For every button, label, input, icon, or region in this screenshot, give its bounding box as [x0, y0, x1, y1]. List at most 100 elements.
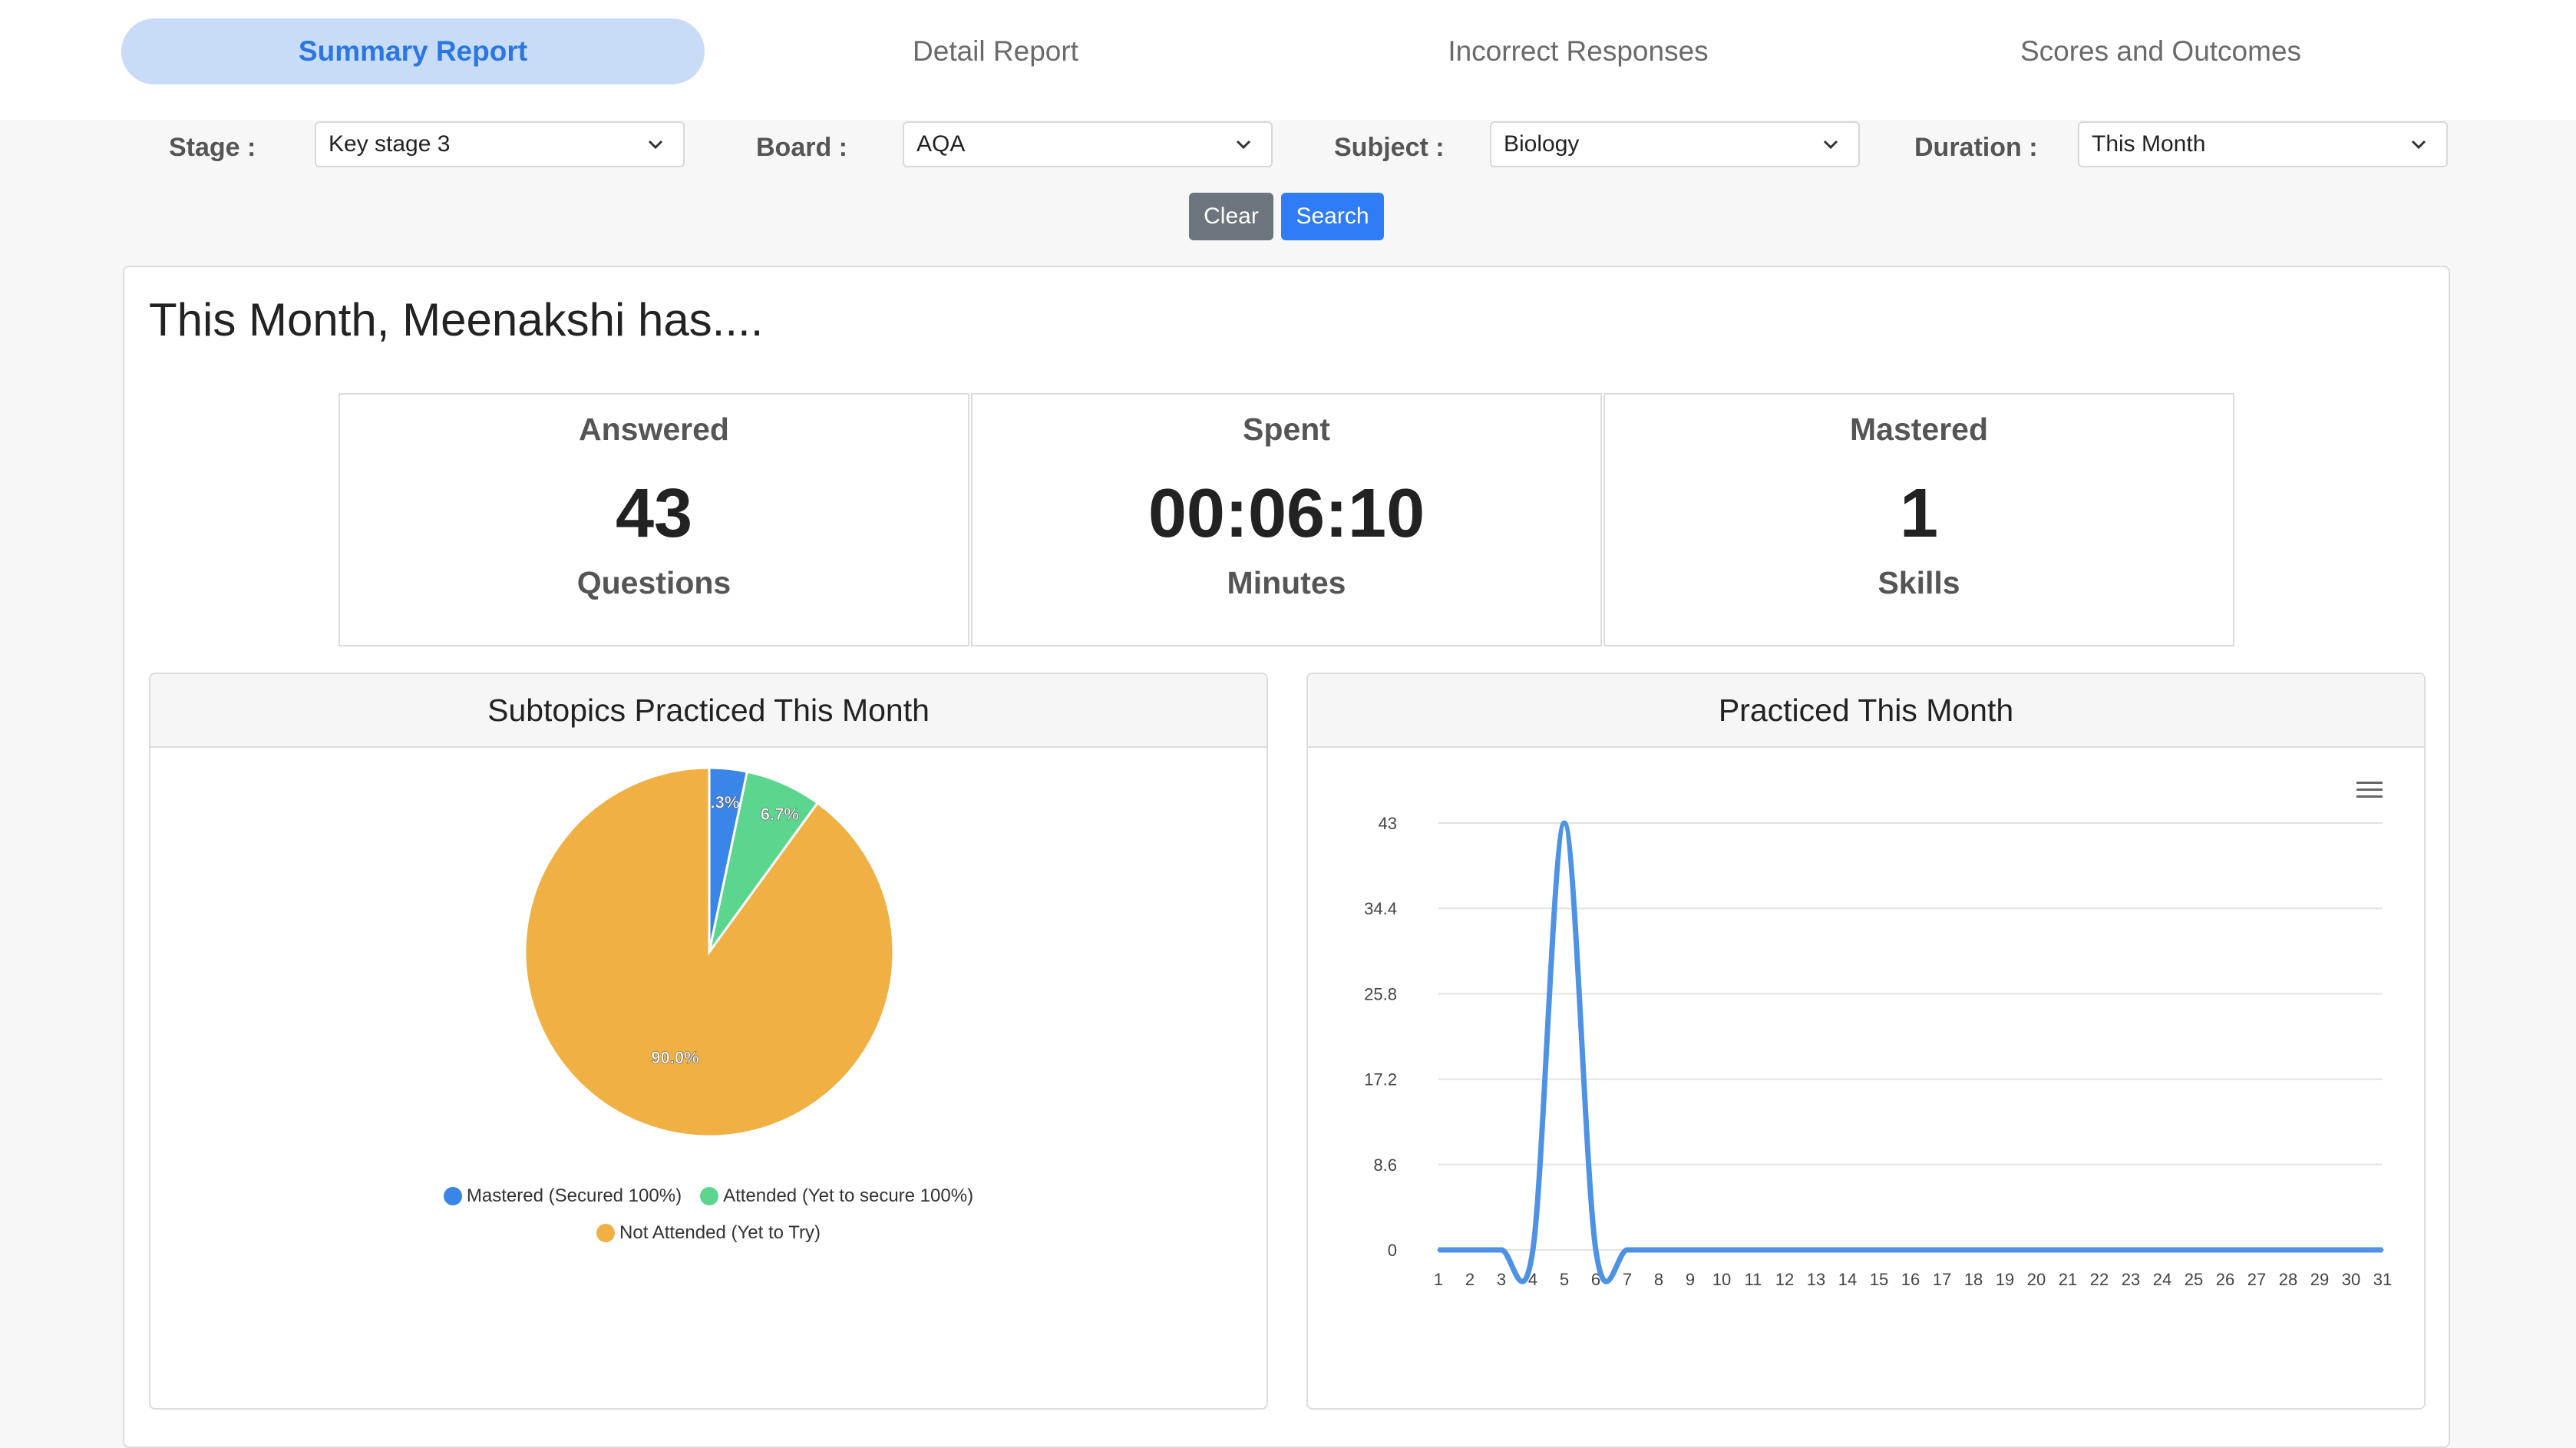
- y-tick-label: 34.4: [1364, 899, 1397, 918]
- clear-button[interactable]: Clear: [1189, 193, 1273, 240]
- x-tick-label: 10: [1712, 1270, 1731, 1289]
- legend-label: Attended (Yet to secure 100%): [723, 1185, 974, 1206]
- search-button[interactable]: Search: [1281, 193, 1384, 240]
- x-tick-label: 14: [1838, 1270, 1857, 1289]
- pie-slice-not-attended[interactable]: [523, 766, 895, 1138]
- x-tick-label: 22: [2090, 1270, 2109, 1289]
- line-data-point[interactable]: [1878, 1248, 1881, 1251]
- legend-dot-icon: [596, 1224, 616, 1242]
- line-data-point[interactable]: [1783, 1248, 1786, 1251]
- stat-value: 43: [615, 475, 693, 552]
- subtopics-pie-chart: 3.3%6.7%90.0%: [523, 766, 895, 1138]
- legend-label: Mastered (Secured 100%): [466, 1185, 682, 1206]
- report-tab-bar: Summary Report Detail Report Incorrect R…: [0, 0, 2576, 120]
- duration-label: Duration :: [1914, 132, 2038, 162]
- x-tick-label: 18: [1964, 1270, 1983, 1289]
- board-select-value: AQA: [916, 131, 966, 157]
- x-tick-label: 7: [1623, 1270, 1632, 1289]
- line-data-point[interactable]: [1437, 1248, 1440, 1251]
- line-data-point[interactable]: [2035, 1248, 2038, 1251]
- line-data-point[interactable]: [2192, 1248, 2195, 1251]
- tab-scores-and-outcomes[interactable]: Scores and Outcomes: [2020, 35, 2302, 67]
- y-tick-label: 43: [1379, 814, 1397, 833]
- board-label: Board :: [756, 132, 847, 162]
- subtopics-pie-panel: Subtopics Practiced This Month 3.3% 6.7% 9…: [149, 673, 1268, 1410]
- x-tick-label: 15: [1870, 1270, 1888, 1289]
- x-tick-label: 9: [1686, 1270, 1695, 1289]
- line-data-point[interactable]: [1563, 822, 1566, 825]
- x-tick-label: 5: [1560, 1270, 1569, 1289]
- line-data-point[interactable]: [2287, 1248, 2290, 1251]
- line-data-point[interactable]: [1720, 1248, 1723, 1251]
- stage-select[interactable]: Key stage 3: [315, 121, 685, 167]
- x-tick-label: 19: [1996, 1270, 2014, 1289]
- y-tick-label: 8.6: [1373, 1155, 1397, 1175]
- hamburger-menu-icon[interactable]: [2356, 782, 2383, 800]
- legend-item-not-attended[interactable]: Not Attended (Yet to Try): [596, 1222, 821, 1244]
- stat-unit: Questions: [576, 565, 732, 600]
- x-tick-label: 4: [1528, 1270, 1537, 1289]
- pie-panel-title: Subtopics Practiced This Month: [150, 674, 1267, 748]
- line-data-point[interactable]: [2161, 1248, 2164, 1251]
- summary-greeting: This Month, Meenakshi has....: [149, 294, 764, 345]
- tab-summary-report[interactable]: Summary Report: [121, 18, 705, 84]
- line-data-point[interactable]: [1500, 1248, 1503, 1251]
- line-data-point[interactable]: [2255, 1248, 2258, 1251]
- line-data-point[interactable]: [2381, 1248, 2384, 1251]
- x-tick-label: 3: [1497, 1270, 1506, 1289]
- tab-incorrect-responses[interactable]: Incorrect Responses: [1448, 35, 1709, 67]
- line-panel-title: Practiced This Month: [1308, 674, 2424, 748]
- line-data-point[interactable]: [1940, 1248, 1944, 1251]
- line-data-point[interactable]: [2066, 1248, 2069, 1251]
- practiced-line-panel: Practiced This Month 0 8.6 17.2 25.8 34.4 43 1…: [1306, 673, 2426, 1410]
- line-data-point[interactable]: [1815, 1248, 1818, 1251]
- x-tick-label: 17: [1933, 1270, 1951, 1289]
- stat-value: 1: [1899, 475, 1939, 552]
- tab-detail-report[interactable]: Detail Report: [913, 35, 1078, 67]
- chevron-down-icon: [2411, 140, 2426, 150]
- x-tick-label: 11: [1745, 1270, 1762, 1289]
- line-data-point[interactable]: [2098, 1248, 2101, 1251]
- subject-select[interactable]: Biology: [1490, 121, 1860, 167]
- line-data-point[interactable]: [1657, 1248, 1660, 1251]
- line-data-point[interactable]: [1752, 1248, 1755, 1251]
- subject-label: Subject :: [1334, 132, 1445, 162]
- chevron-down-icon: [1823, 140, 1838, 150]
- y-tick-label: 25.8: [1364, 984, 1397, 1003]
- line-data-point[interactable]: [1846, 1248, 1849, 1251]
- stat-title: Answered: [579, 412, 729, 447]
- subject-select-value: Biology: [1504, 131, 1580, 157]
- legend-item-attended[interactable]: Attended (Yet to secure 100%): [700, 1185, 973, 1207]
- line-data-point[interactable]: [1909, 1248, 1912, 1251]
- line-data-point[interactable]: [2224, 1248, 2227, 1251]
- duration-select[interactable]: This Month: [2078, 121, 2448, 167]
- legend-item-mastered[interactable]: Mastered (Secured 100%): [443, 1185, 682, 1207]
- x-tick-label: 27: [2247, 1270, 2266, 1289]
- line-data-point[interactable]: [1468, 1248, 1471, 1251]
- stat-title: Spent: [1243, 412, 1330, 447]
- stat-unit: Minutes: [1227, 565, 1346, 600]
- line-data-point[interactable]: [2129, 1248, 2132, 1251]
- stage-label: Stage :: [169, 132, 256, 162]
- x-tick-label: 2: [1465, 1270, 1475, 1289]
- pie-legend-row-1: Mastered (Secured 100%) Attended (Yet to…: [150, 1185, 1267, 1207]
- chevron-down-icon: [1236, 140, 1251, 150]
- y-tick-label: 0: [1388, 1241, 1397, 1260]
- line-data-point[interactable]: [1972, 1248, 1975, 1251]
- stat-spent: Spent 00:06:10 Minutes: [971, 393, 1602, 646]
- board-select[interactable]: AQA: [903, 121, 1273, 167]
- x-tick-label: 23: [2122, 1270, 2140, 1289]
- line-data-point[interactable]: [2003, 1248, 2006, 1251]
- chevron-down-icon: [648, 140, 663, 150]
- pie-data-label: 6.7%: [761, 805, 799, 824]
- legend-dot-icon: [700, 1187, 719, 1205]
- line-data-point[interactable]: [1689, 1248, 1692, 1251]
- line-data-point[interactable]: [2318, 1248, 2321, 1251]
- y-tick-label: 17.2: [1364, 1070, 1397, 1089]
- line-data-point[interactable]: [1626, 1248, 1629, 1251]
- line-data-point[interactable]: [1531, 1248, 1534, 1251]
- line-data-point[interactable]: [2350, 1248, 2353, 1251]
- x-tick-label: 30: [2342, 1270, 2360, 1289]
- stat-answered: Answered 43 Questions: [339, 393, 969, 646]
- line-data-point[interactable]: [1594, 1248, 1597, 1251]
